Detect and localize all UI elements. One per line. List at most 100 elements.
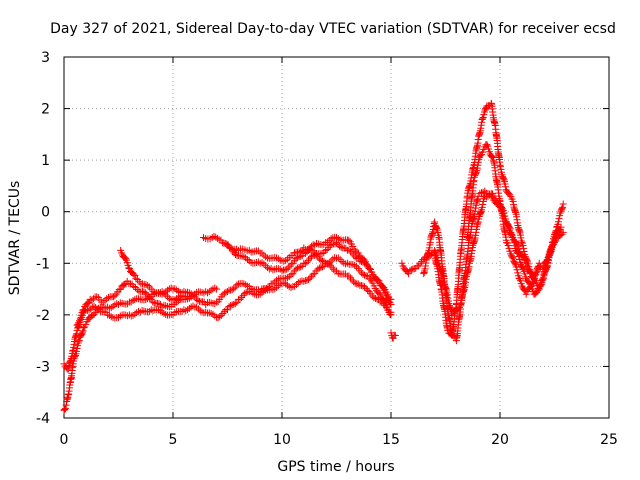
- data-marker: [523, 256, 531, 264]
- data-marker: [366, 275, 374, 283]
- data-point: [93, 293, 101, 301]
- data-marker: [295, 248, 303, 256]
- data-point: [557, 223, 565, 231]
- data-point: [132, 275, 140, 283]
- data-marker: [285, 253, 293, 261]
- data-point: [509, 254, 517, 262]
- data-marker: [329, 255, 337, 263]
- data-marker: [290, 249, 298, 257]
- data-marker: [501, 180, 509, 188]
- data-marker: [155, 300, 163, 308]
- plot-frame: [63, 56, 610, 419]
- data-marker: [218, 239, 226, 247]
- data-marker: [182, 307, 190, 315]
- data-marker: [558, 205, 566, 213]
- y-tick-label: -4: [36, 411, 50, 427]
- data-marker: [325, 236, 333, 244]
- x-tick-label: 5: [169, 432, 178, 448]
- data-marker: [127, 298, 135, 306]
- series-track-1: [60, 239, 395, 414]
- series-track-6: [224, 241, 395, 316]
- data-marker: [530, 277, 538, 285]
- series-track-3: [73, 277, 221, 329]
- data-marker: [225, 303, 233, 311]
- data-marker: [519, 242, 527, 250]
- data-marker: [254, 258, 262, 266]
- y-tick-label: 0: [41, 205, 50, 221]
- data-marker: [230, 285, 238, 293]
- data-point: [470, 177, 478, 185]
- data-marker: [146, 295, 154, 303]
- data-marker: [336, 242, 344, 250]
- data-marker: [515, 252, 523, 260]
- data-marker: [488, 153, 496, 161]
- data-marker: [207, 309, 215, 317]
- data-marker: [271, 278, 279, 286]
- data-marker: [520, 244, 528, 252]
- data-marker: [280, 279, 288, 287]
- data-marker: [282, 257, 290, 265]
- data-marker: [476, 189, 484, 197]
- data-marker: [314, 240, 322, 248]
- data-marker: [285, 273, 293, 281]
- data-point: [540, 275, 548, 283]
- data-marker: [308, 252, 316, 260]
- data-marker: [370, 294, 378, 302]
- data-marker: [304, 276, 312, 284]
- x-tick-label: 0: [60, 432, 69, 448]
- data-marker: [284, 264, 292, 272]
- data-marker: [241, 290, 249, 298]
- data-marker: [476, 152, 484, 160]
- data-marker: [477, 207, 485, 215]
- x-tick-labels: 0 5 10 15 20 25: [60, 432, 618, 448]
- data-point: [559, 228, 567, 236]
- y-axis-label: SDTVAR / TECUs: [7, 181, 23, 296]
- data-marker: [548, 242, 556, 250]
- data-point: [354, 249, 362, 257]
- series-track-9: [420, 99, 567, 339]
- data-marker: [73, 345, 81, 353]
- data-marker: [103, 295, 111, 303]
- data-marker: [149, 287, 157, 295]
- data-marker: [351, 261, 359, 269]
- data-marker: [273, 254, 281, 262]
- data-marker: [281, 266, 289, 274]
- data-marker: [318, 250, 326, 258]
- series-track-4: [117, 246, 199, 304]
- data-point: [300, 244, 308, 252]
- data-marker: [213, 234, 221, 242]
- data-marker: [178, 308, 186, 316]
- data-marker: [162, 302, 170, 310]
- data-marker: [220, 289, 228, 297]
- data-point: [115, 301, 122, 309]
- data-marker: [301, 260, 309, 268]
- series-track-7: [387, 329, 399, 342]
- data-marker: [526, 269, 534, 277]
- data-marker: [164, 286, 172, 294]
- data-marker: [171, 285, 179, 293]
- data-point: [213, 285, 221, 293]
- data-marker: [371, 295, 379, 303]
- data-marker: [525, 266, 533, 274]
- data-point: [224, 288, 231, 296]
- data-point: [125, 264, 133, 272]
- data-markers: [60, 99, 567, 414]
- data-point: [278, 267, 286, 275]
- data-marker: [105, 304, 113, 312]
- data-point: [80, 306, 88, 314]
- data-marker: [258, 289, 266, 297]
- data-point: [245, 246, 253, 254]
- data-point: [387, 295, 395, 303]
- data-marker: [406, 267, 414, 275]
- data-marker: [249, 289, 257, 297]
- data-marker: [554, 218, 562, 226]
- data-marker: [262, 262, 270, 270]
- data-marker: [477, 209, 485, 217]
- data-marker: [116, 312, 124, 320]
- data-marker: [204, 289, 212, 297]
- data-marker: [262, 253, 270, 261]
- data-marker: [194, 305, 202, 313]
- data-marker: [271, 285, 279, 293]
- data-point: [365, 264, 373, 272]
- data-point: [202, 308, 210, 316]
